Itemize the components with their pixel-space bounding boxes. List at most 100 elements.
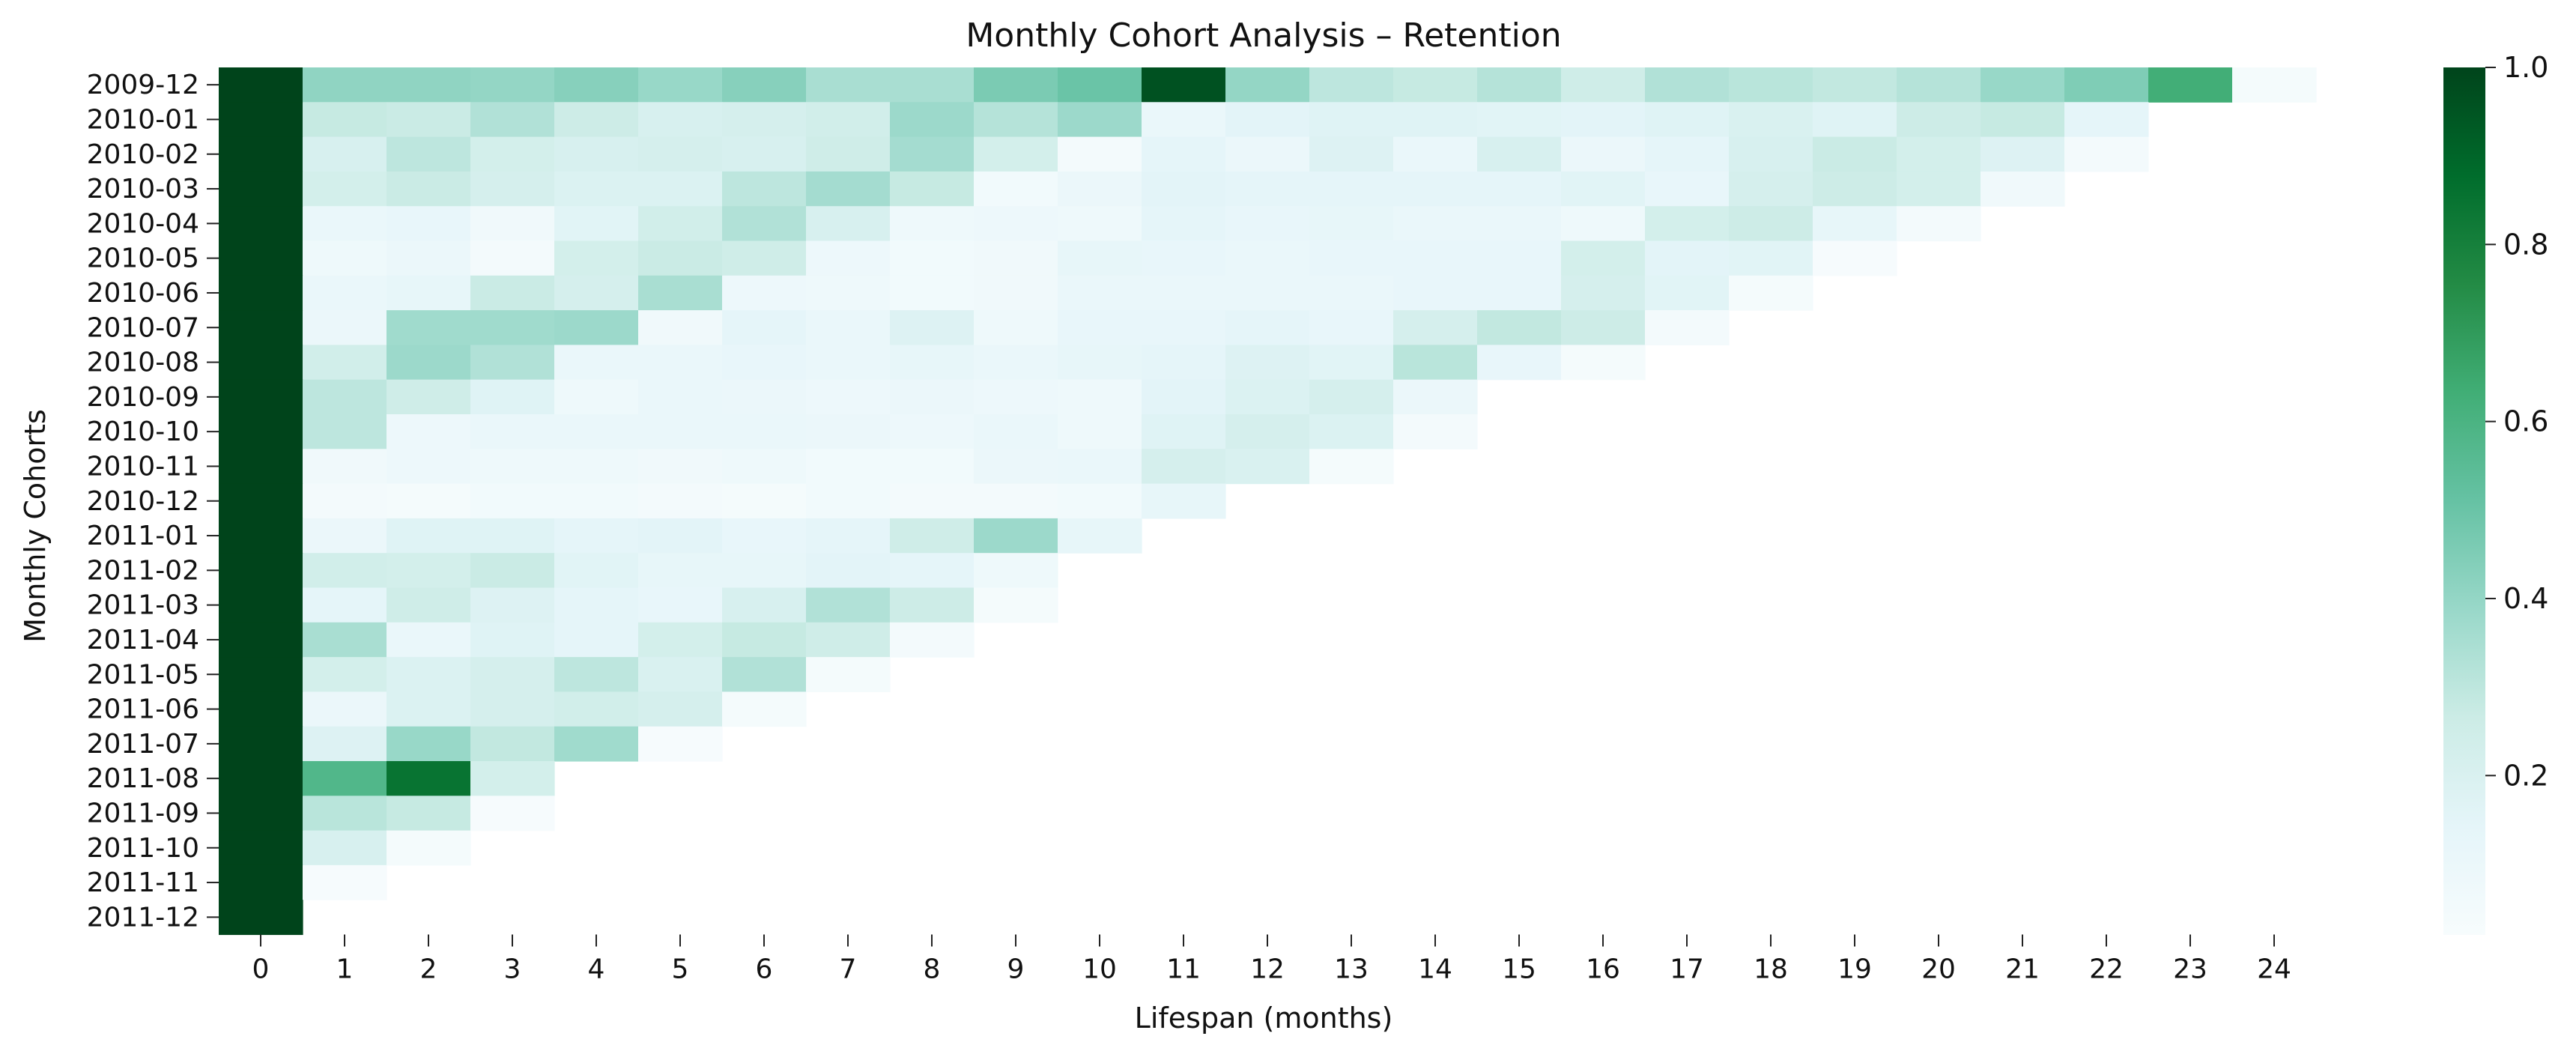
heatmap-cell — [554, 483, 639, 519]
heatmap-cell — [890, 102, 975, 138]
heatmap-cell — [470, 622, 555, 658]
heatmap-cell — [638, 518, 723, 554]
heatmap-cell — [1645, 136, 1730, 172]
heatmap-cell — [303, 102, 387, 138]
x-tick-label: 5 — [672, 954, 689, 985]
heatmap-cell — [890, 136, 975, 172]
heatmap-cell — [219, 796, 303, 832]
heatmap-cell — [806, 483, 891, 519]
heatmap-cell — [974, 102, 1058, 138]
heatmap-cell — [554, 518, 639, 554]
heatmap-cell — [1561, 67, 1646, 103]
heatmap-cell — [974, 553, 1058, 589]
heatmap-cell — [1729, 275, 1813, 311]
heatmap-cell — [554, 240, 639, 276]
heatmap-cell — [890, 483, 975, 519]
x-tick-label: 8 — [924, 954, 941, 985]
x-tick-label: 4 — [588, 954, 605, 985]
heatmap-cell — [1058, 171, 1142, 207]
heatmap-cell — [470, 657, 555, 692]
colorbar — [2443, 67, 2485, 935]
heatmap-cell — [890, 240, 975, 276]
chart-title: Monthly Cohort Analysis – Retention — [966, 16, 1561, 55]
y-tick-label: 2011-09 — [87, 798, 199, 829]
heatmap-cell — [638, 483, 723, 519]
heatmap-cell — [1561, 240, 1646, 276]
heatmap-cell — [470, 761, 555, 796]
heatmap-cell — [219, 379, 303, 415]
heatmap-cell — [638, 240, 723, 276]
x-tick-label: 16 — [1586, 954, 1620, 985]
heatmap-cell — [303, 657, 387, 692]
heatmap-cell — [638, 553, 723, 589]
heatmap-cell — [1393, 136, 1478, 172]
y-tick-label: 2011-02 — [87, 555, 199, 586]
heatmap-cell — [387, 414, 471, 449]
heatmap-cell — [219, 275, 303, 311]
x-tick-label: 18 — [1754, 954, 1788, 985]
heatmap-cell — [219, 102, 303, 138]
heatmap-cell — [1813, 67, 1897, 103]
heatmap-cell — [1813, 240, 1897, 276]
heatmap-cell — [974, 414, 1058, 449]
heatmap-cell — [1813, 102, 1897, 138]
heatmap-cell — [554, 414, 639, 449]
heatmap-cell — [1561, 171, 1646, 207]
heatmap-cell — [722, 414, 807, 449]
x-tick-label: 14 — [1418, 954, 1452, 985]
heatmap-cell — [1813, 206, 1897, 242]
heatmap-cell — [638, 622, 723, 658]
heatmap-cell — [303, 240, 387, 276]
heatmap-cell — [1477, 102, 1562, 138]
heatmap-cell — [638, 67, 723, 103]
heatmap-cell — [387, 761, 471, 796]
heatmap-cell — [303, 275, 387, 311]
y-tick-label: 2010-03 — [87, 174, 199, 205]
heatmap-cell — [554, 379, 639, 415]
heatmap-cell — [470, 379, 555, 415]
heatmap-cell — [890, 310, 975, 345]
heatmap-cell — [1645, 102, 1730, 138]
heatmap-cell — [303, 518, 387, 554]
heatmap-cell — [722, 275, 807, 311]
x-tick-label: 21 — [2005, 954, 2040, 985]
colorbar-tick-label: 0.6 — [2503, 405, 2548, 438]
heatmap-cell — [387, 796, 471, 832]
heatmap-cell — [1729, 136, 1813, 172]
heatmap-cell — [1142, 483, 1226, 519]
x-tick-label: 15 — [1502, 954, 1536, 985]
heatmap-cell — [1058, 67, 1142, 103]
heatmap-cell — [1561, 310, 1646, 345]
heatmap-cell — [303, 414, 387, 449]
heatmap-cell — [806, 553, 891, 589]
heatmap-cell — [470, 275, 555, 311]
heatmap-cell — [638, 310, 723, 345]
heatmap-cell — [890, 345, 975, 381]
heatmap-cell — [1142, 414, 1226, 449]
heatmap-cell — [470, 691, 555, 727]
heatmap-cell — [1058, 102, 1142, 138]
heatmap-cell — [806, 67, 891, 103]
heatmap-cell — [806, 171, 891, 207]
heatmap-cell — [387, 830, 471, 866]
heatmap-cell — [1309, 275, 1394, 311]
x-axis-label: Lifespan (months) — [1135, 1002, 1393, 1035]
heatmap-cell — [1813, 171, 1897, 207]
heatmap-cell — [219, 587, 303, 623]
heatmap-cell — [1058, 449, 1142, 485]
heatmap-cell — [722, 379, 807, 415]
heatmap-cell — [974, 275, 1058, 311]
heatmap-cell — [638, 171, 723, 207]
heatmap-cell — [1477, 275, 1562, 311]
heatmap-cell — [1309, 171, 1394, 207]
heatmap-cell — [387, 587, 471, 623]
y-tick-label: 2010-02 — [87, 139, 199, 170]
heatmap-cell — [638, 136, 723, 172]
y-tick-label: 2010-07 — [87, 312, 199, 343]
heatmap-cell — [303, 136, 387, 172]
heatmap-cell — [1645, 67, 1730, 103]
y-tick-label: 2009-12 — [87, 70, 199, 100]
heatmap-cell — [974, 587, 1058, 623]
heatmap-cell — [1477, 310, 1562, 345]
x-tick-label: 12 — [1250, 954, 1285, 985]
